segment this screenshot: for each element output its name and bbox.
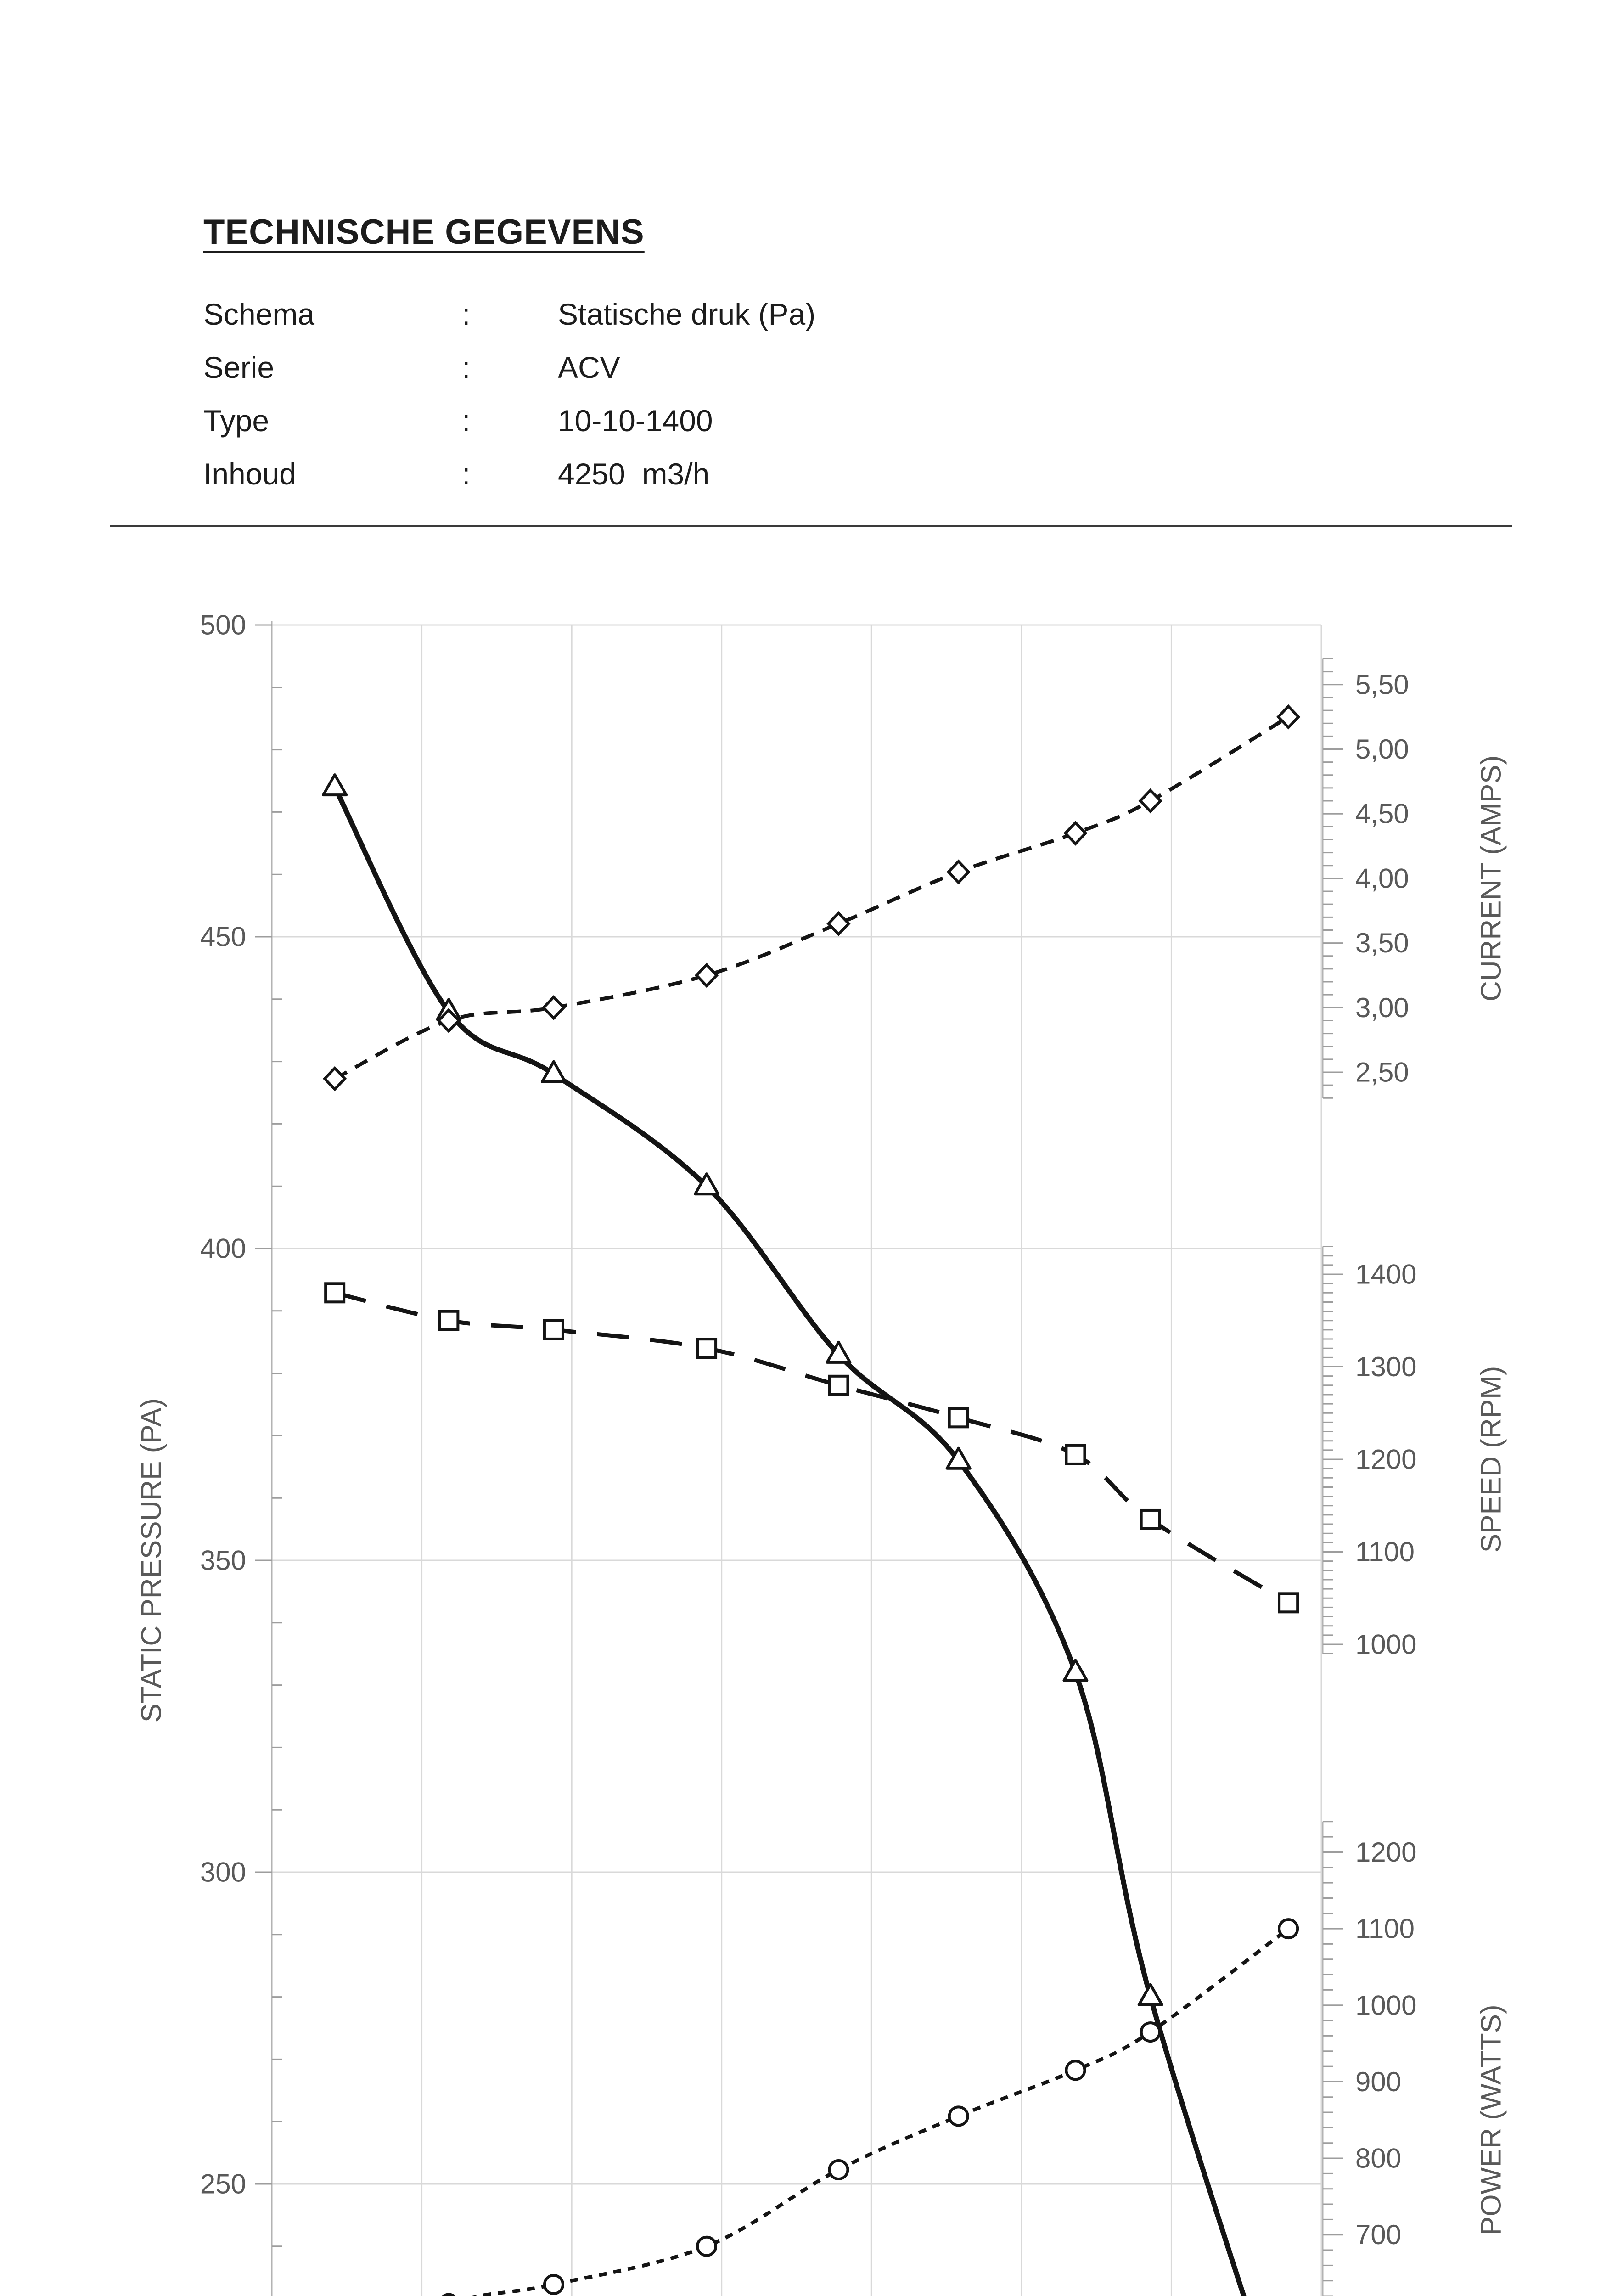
series-speed-marker-square-icon	[438, 1310, 460, 1331]
y-axis-tick-label-450: 450	[200, 922, 246, 952]
watts-axis-tick-label-1100: 1100	[1355, 1913, 1415, 1944]
watts-axis-tick-label-1000: 1000	[1355, 1990, 1416, 2020]
spec-value: 4250 m3/h	[558, 457, 710, 491]
spec-label: Type	[203, 404, 270, 438]
spec-label: Schema	[203, 297, 315, 331]
series-power-marker-circle-icon	[543, 2274, 564, 2296]
series-current-marker-diamond-icon	[1063, 821, 1088, 846]
spec-value: 10-10-1400	[558, 404, 713, 438]
series-speed-marker-square-icon	[1278, 1592, 1299, 1614]
watts-axis-tick-label-800: 800	[1355, 2143, 1401, 2174]
spec-separator: :	[462, 404, 471, 438]
watts-axis-tick-label-900: 900	[1355, 2066, 1401, 2097]
rpm-axis-tick-label-1400: 1400	[1355, 1259, 1416, 1290]
spec-row-inhoud: Inhoud : 4250 m3/h	[203, 447, 815, 501]
amps-axis-tick-label-3,00: 3,00	[1355, 992, 1409, 1023]
series-power-marker-circle-icon	[696, 2235, 718, 2257]
amps-axis-tick-label-5,00: 5,00	[1355, 734, 1409, 765]
series-power-marker-circle-icon	[1065, 2060, 1086, 2081]
amps-axis-title: CURRENT (AMPS)	[1476, 755, 1507, 1002]
spec-separator: :	[462, 350, 471, 384]
amps-axis-tick-label-5,50: 5,50	[1355, 669, 1409, 700]
series-speed-marker-square-icon	[696, 1338, 718, 1359]
y-axis-tick-label-250: 250	[200, 2169, 246, 2200]
series-speed-line	[334, 1290, 1290, 1605]
series-current-marker-diamond-icon	[946, 859, 971, 885]
series-current-marker-diamond-icon	[1138, 788, 1162, 814]
y-axis-title: STATIC PRESSURE (PA)	[136, 1398, 168, 1722]
series-static-pressure-marker-triangle-icon	[945, 1446, 972, 1470]
series-power-marker-circle-icon	[948, 2105, 969, 2127]
series-static-pressure-marker-triangle-icon	[540, 1060, 567, 1083]
series-static-pressure-marker-triangle-icon	[1062, 1659, 1089, 1682]
spec-separator: :	[462, 297, 471, 331]
amps-axis-tick-label-4,50: 4,50	[1355, 799, 1409, 829]
rpm-axis-tick-label-1000: 1000	[1355, 1629, 1416, 1660]
spec-table: Schema : Statische druk (Pa) Serie : ACV…	[203, 287, 815, 501]
spec-row-schema: Schema : Statische druk (Pa)	[203, 287, 815, 341]
spec-row-type: Type : 10-10-1400	[203, 394, 815, 447]
series-power-marker-circle-icon	[441, 2293, 456, 2296]
spec-separator: :	[462, 457, 471, 491]
series-speed-marker-square-icon	[1140, 1508, 1161, 1530]
watts-axis-tick-label-700: 700	[1355, 2219, 1401, 2250]
series-current-marker-diamond-icon	[1276, 704, 1301, 730]
series-power-line	[470, 1927, 1290, 2296]
y-axis-tick-label-500: 500	[200, 610, 246, 641]
rpm-axis-tick-label-1100: 1100	[1355, 1536, 1415, 1567]
series-static-pressure-marker-triangle-icon	[694, 1172, 720, 1196]
series-static-pressure-line	[332, 786, 1247, 2296]
y-axis-tick-label-300: 300	[200, 1857, 246, 1888]
y-axis-tick-label-350: 350	[200, 1545, 246, 1576]
spec-label: Serie	[203, 350, 275, 384]
amps-axis-tick-label-2,50: 2,50	[1355, 1057, 1409, 1088]
spec-value: ACV	[558, 350, 620, 384]
series-static-pressure-marker-triangle-icon	[1137, 1983, 1163, 2006]
series-current-marker-diamond-icon	[437, 1008, 461, 1033]
series-static-pressure-marker-triangle-icon	[322, 773, 348, 797]
series-current-marker-diamond-icon	[323, 1066, 347, 1092]
watts-axis-title: POWER (WATTS)	[1476, 2004, 1507, 2235]
amps-axis-tick-label-4,00: 4,00	[1355, 863, 1409, 894]
horizontal-rule	[110, 525, 1512, 527]
series-static-pressure-marker-triangle-icon	[826, 1340, 852, 1364]
series-speed-marker-square-icon	[324, 1282, 346, 1304]
series-current-marker-diamond-icon	[826, 911, 851, 936]
y-axis-tick-label-400: 400	[200, 1233, 246, 1264]
series-power-marker-circle-icon	[1140, 2021, 1161, 2043]
series-power-marker-circle-icon	[828, 2159, 849, 2181]
watts-axis-tick-label-1200: 1200	[1355, 1837, 1416, 1868]
series-current-marker-diamond-icon	[694, 962, 719, 988]
series-speed-marker-square-icon	[1065, 1444, 1086, 1465]
spec-value: Statische druk (Pa)	[558, 297, 816, 331]
rpm-axis-tick-label-1200: 1200	[1355, 1444, 1416, 1475]
series-current-line	[334, 715, 1290, 1080]
series-power-marker-circle-icon	[1278, 1918, 1299, 1940]
amps-axis-tick-label-3,50: 3,50	[1355, 928, 1409, 958]
series-current-marker-diamond-icon	[541, 995, 566, 1020]
series-speed-marker-square-icon	[948, 1407, 969, 1429]
series-speed-marker-square-icon	[543, 1319, 564, 1340]
spec-label: Inhoud	[203, 457, 296, 491]
page-title: TECHNISCHE GEGEVENS	[203, 213, 645, 252]
rpm-axis-tick-label-1300: 1300	[1355, 1351, 1416, 1382]
spec-row-serie: Serie : ACV	[203, 341, 815, 394]
series-speed-marker-square-icon	[828, 1374, 849, 1396]
rpm-axis-title: SPEED (RPM)	[1476, 1366, 1507, 1553]
